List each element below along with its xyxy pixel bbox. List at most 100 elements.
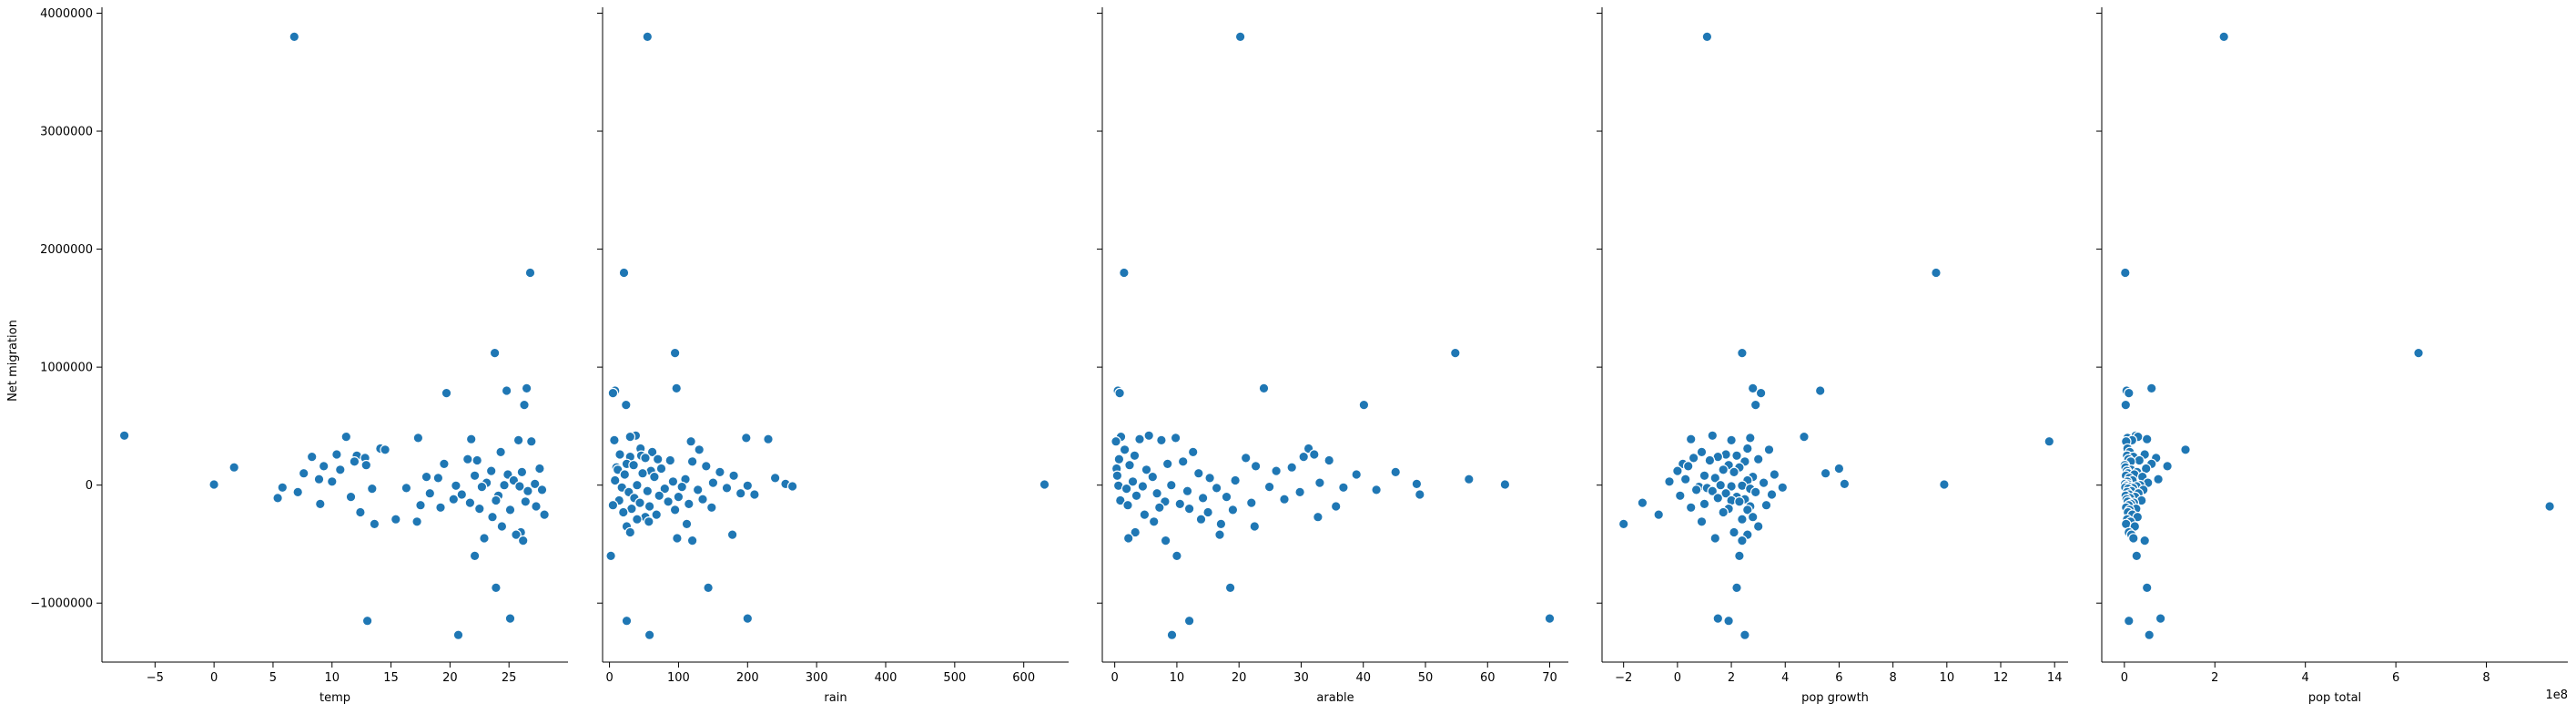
data-point — [1129, 450, 1141, 462]
data-point — [345, 491, 357, 503]
data-point — [1731, 450, 1742, 462]
data-point — [1271, 465, 1282, 476]
scatter-panel-2: 0 100 200 300 400 500 600 rain — [597, 7, 1069, 705]
data-point — [1224, 582, 1236, 594]
data-point — [2128, 533, 2139, 544]
data-point — [1707, 430, 1719, 442]
data-point — [1154, 502, 1165, 514]
data-point — [1707, 485, 1719, 496]
data-point — [441, 387, 452, 399]
data-point — [1734, 495, 1745, 507]
data-point — [1111, 470, 1123, 482]
data-point — [1160, 535, 1171, 546]
data-point — [1712, 493, 1724, 504]
data-point — [2153, 474, 2164, 484]
x-axis-label: arable — [1316, 691, 1354, 705]
data-point — [1131, 490, 1142, 502]
data-point — [469, 550, 481, 562]
data-point — [617, 506, 629, 518]
data-point — [1712, 613, 1724, 624]
data-point — [620, 399, 632, 411]
data-point — [654, 490, 664, 502]
data-point — [1246, 497, 1257, 508]
data-point — [479, 533, 490, 544]
data-point — [1682, 461, 1694, 472]
x-tick-label: 10 — [324, 671, 340, 685]
data-point — [1193, 467, 1204, 479]
y-tick-label: −1000000 — [30, 597, 93, 611]
data-point — [1390, 466, 1401, 478]
data-point — [663, 495, 674, 507]
data-point — [499, 479, 510, 491]
data-point — [2162, 461, 2173, 472]
data-point — [1151, 487, 1162, 499]
data-point — [531, 501, 542, 512]
data-point — [1544, 613, 1556, 624]
x-tick-label: 50 — [1418, 671, 1434, 685]
data-point — [619, 469, 631, 480]
data-point — [740, 433, 752, 444]
data-point — [1742, 505, 1753, 515]
data-point — [1227, 505, 1239, 515]
data-point — [637, 467, 648, 479]
data-point — [1147, 471, 1159, 483]
data-point — [1760, 499, 1772, 511]
data-point — [1298, 451, 1309, 463]
data-point — [607, 387, 619, 399]
data-point — [1170, 433, 1182, 444]
data-point — [331, 449, 342, 460]
data-point — [1699, 470, 1710, 482]
data-point — [1294, 486, 1305, 498]
data-point — [1699, 498, 1710, 510]
data-point — [735, 487, 746, 499]
x-tick-label: 4 — [1781, 671, 1789, 685]
data-point — [1258, 382, 1270, 394]
data-point — [1747, 511, 1759, 523]
data-point — [683, 498, 695, 510]
data-point — [649, 471, 660, 483]
data-point — [705, 502, 717, 514]
data-point — [686, 455, 698, 467]
x-tick-label: 500 — [943, 671, 966, 685]
data-point — [2134, 454, 2145, 466]
data-point — [673, 491, 685, 503]
data-point — [1114, 387, 1125, 399]
data-point — [1777, 482, 1789, 494]
data-point — [1690, 484, 1702, 495]
data-point — [536, 484, 548, 495]
data-point — [1234, 31, 1246, 43]
data-point — [1763, 444, 1775, 455]
data-point — [742, 613, 754, 624]
data-point — [609, 474, 621, 486]
data-point — [632, 514, 643, 525]
data-point — [519, 399, 530, 411]
data-point — [1221, 491, 1232, 503]
data-point — [340, 431, 352, 443]
data-point — [272, 493, 283, 504]
data-point — [1358, 399, 1370, 411]
data-point — [277, 482, 289, 494]
x-tick-label: 6 — [2392, 671, 2399, 685]
data-point — [1752, 521, 1764, 532]
data-point — [504, 505, 516, 515]
data-point — [439, 458, 450, 470]
data-point — [1618, 518, 1629, 530]
y-tick-label: 0 — [86, 479, 93, 493]
x-tick-label: −5 — [147, 671, 164, 685]
x-tick-label: 40 — [1355, 671, 1371, 685]
x-offset-label: 1e8 — [2545, 688, 2568, 702]
data-point — [298, 467, 309, 479]
data-point — [1134, 434, 1145, 444]
data-point — [520, 495, 532, 507]
data-point — [1371, 484, 1382, 495]
data-point — [1729, 526, 1739, 538]
data-point — [1211, 483, 1222, 494]
x-tick-label: 0 — [605, 671, 613, 685]
data-point — [686, 535, 698, 546]
data-point — [1464, 474, 1475, 484]
data-point — [672, 533, 683, 544]
data-point — [624, 431, 636, 443]
data-point — [522, 485, 533, 496]
data-point — [1833, 463, 1845, 474]
